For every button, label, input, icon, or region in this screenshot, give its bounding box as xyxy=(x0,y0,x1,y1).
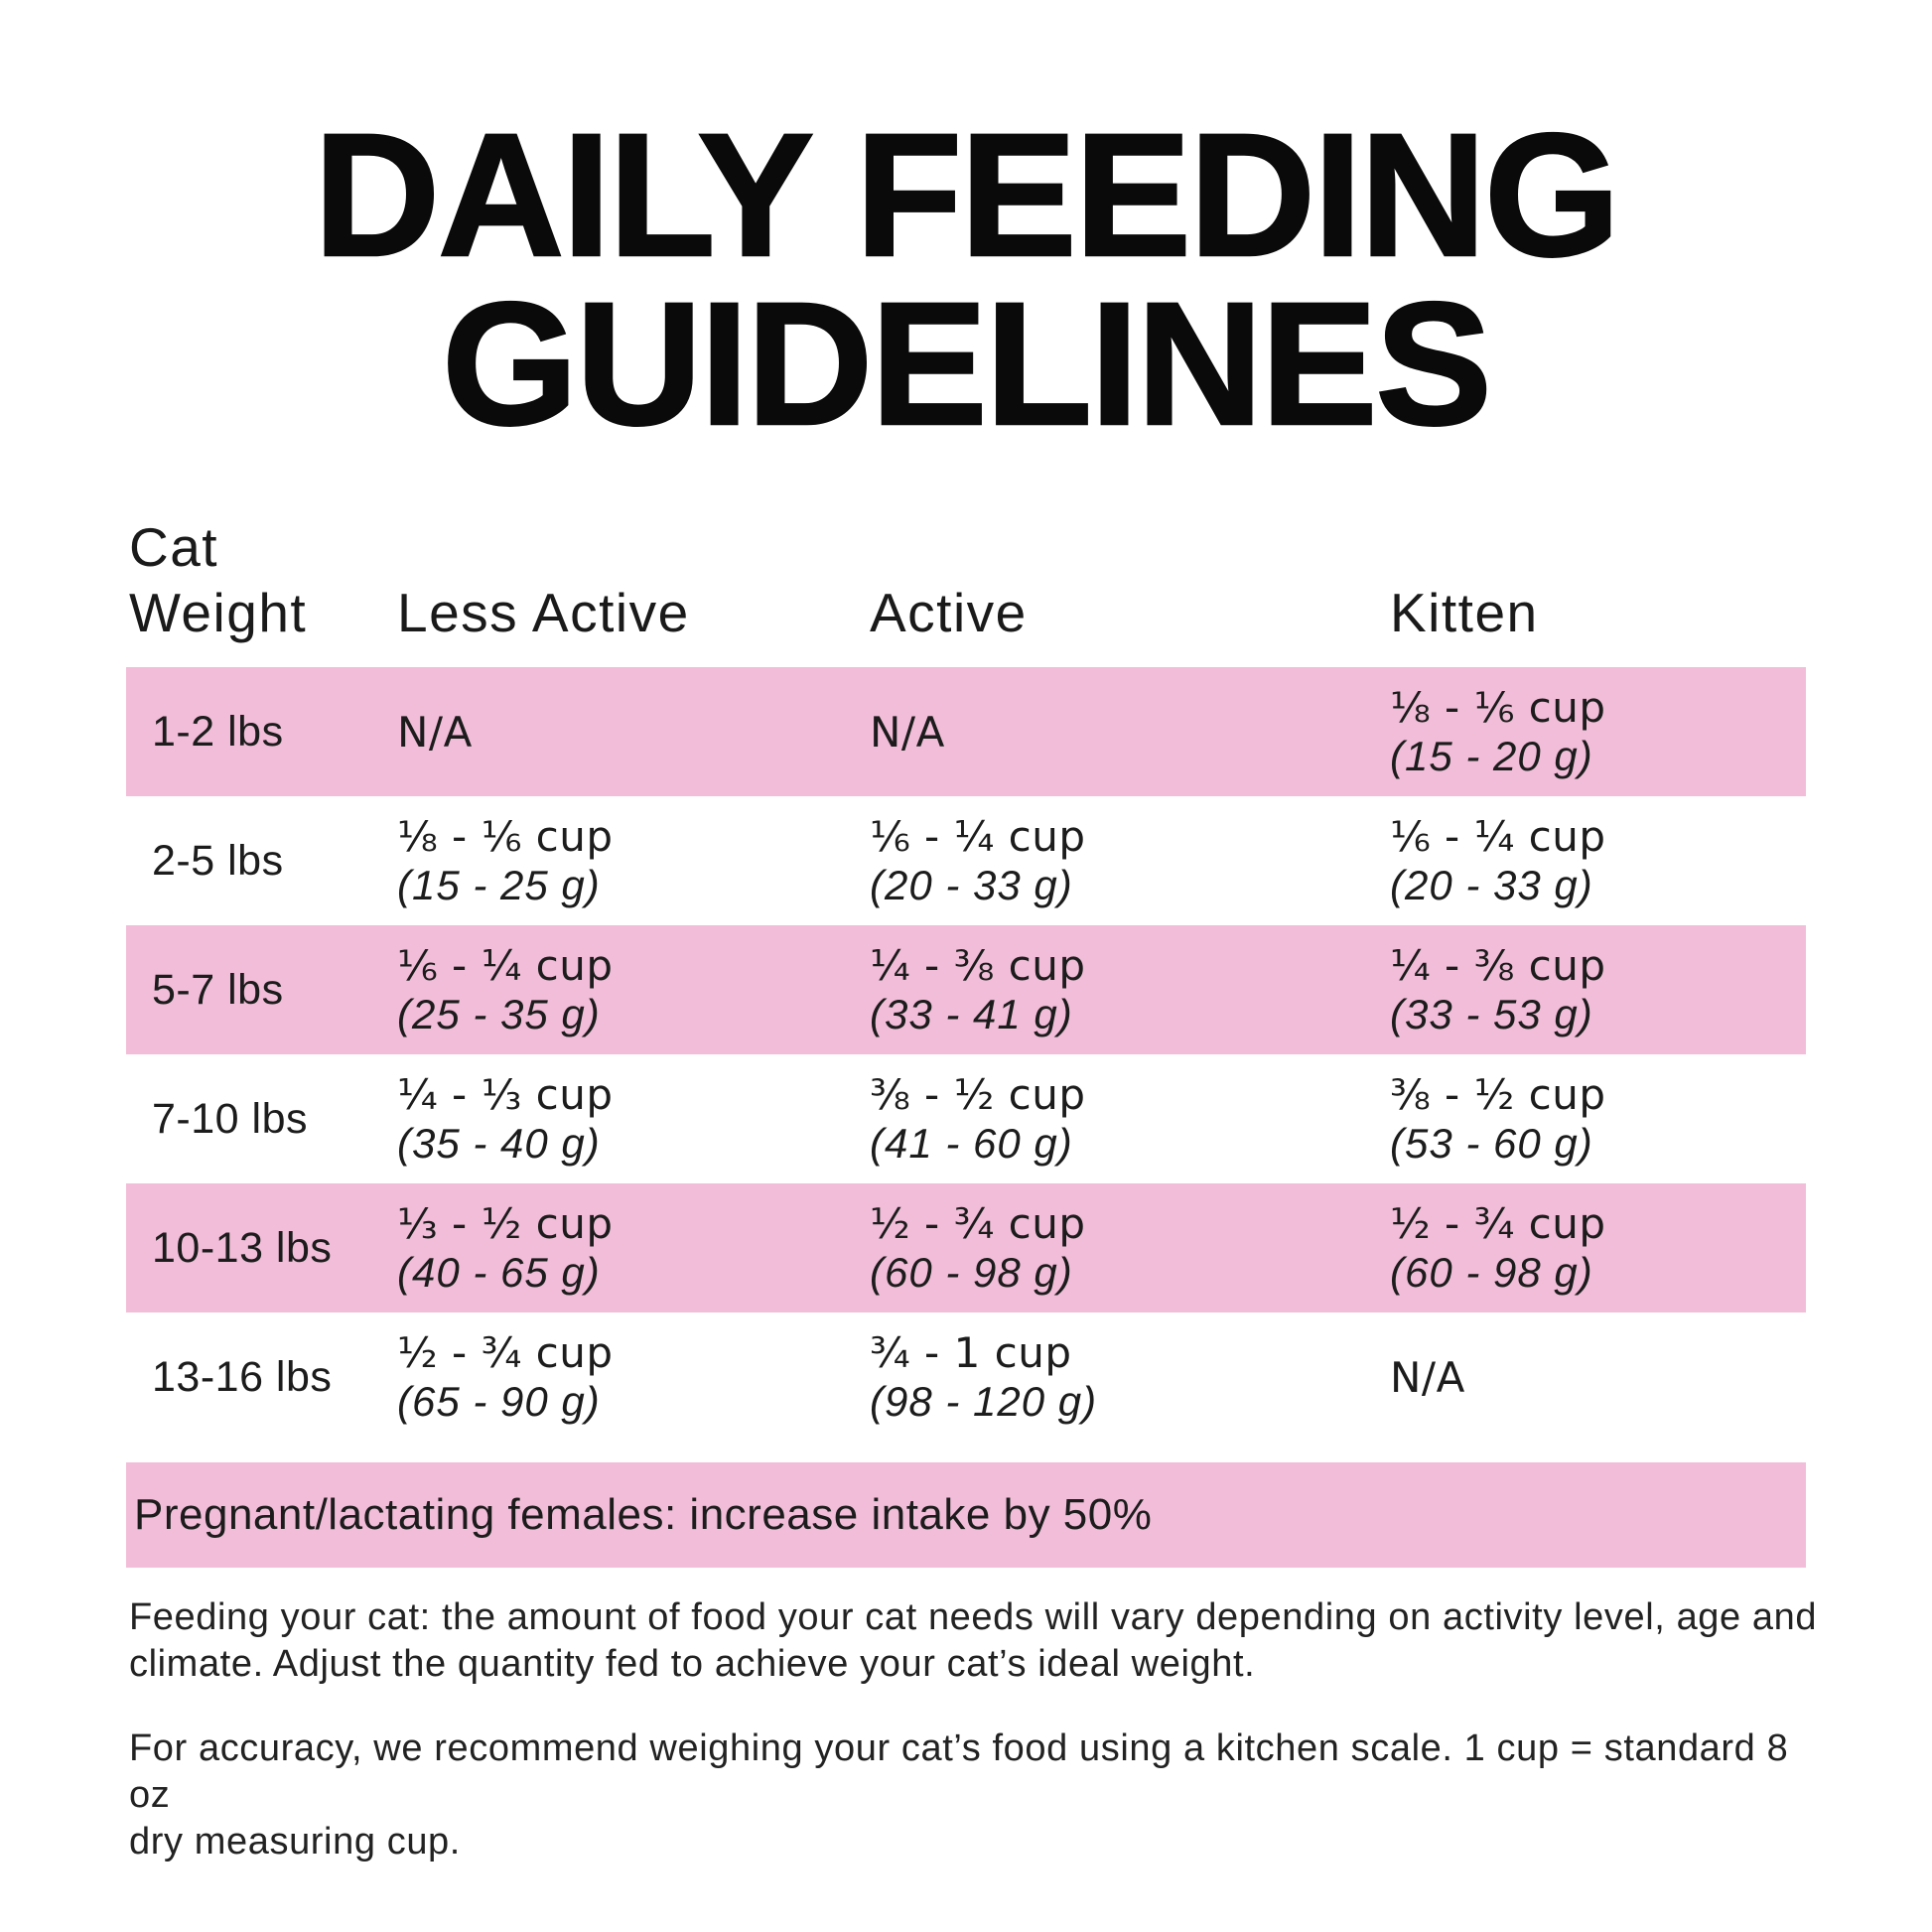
cell-grams: (35 - 40 g) xyxy=(397,1120,601,1167)
cell-grams: (20 - 33 g) xyxy=(1390,862,1593,908)
header-cat-weight: Cat Weight xyxy=(129,516,308,643)
note-feeding: Feeding your cat: the amount of food you… xyxy=(129,1596,1818,1685)
less-active-cell: ⅛ - ⅙ cup (15 - 25 g) xyxy=(397,812,870,909)
cell-cups: ⅜ - ½ cup xyxy=(870,1070,1086,1119)
cell-grams: (60 - 98 g) xyxy=(1390,1249,1593,1296)
cell-cups: ⅙ - ¼ cup xyxy=(1390,812,1606,861)
active-cell: ¾ - 1 cup (98 - 120 g) xyxy=(870,1328,1390,1426)
active-cell: N/A xyxy=(870,708,1390,757)
cell-cups: ⅙ - ¼ cup xyxy=(397,941,614,990)
active-cell: ¼ - ⅜ cup (33 - 41 g) xyxy=(870,941,1390,1038)
cell-cups: ½ - ¾ cup xyxy=(397,1328,614,1377)
cell-cups: ⅓ - ½ cup xyxy=(397,1199,614,1248)
cell-cups: ½ - ¾ cup xyxy=(870,1199,1086,1248)
less-active-cell: ½ - ¾ cup (65 - 90 g) xyxy=(397,1328,870,1426)
kitten-cell: ⅙ - ¼ cup (20 - 33 g) xyxy=(1390,812,1806,909)
table-row: 7-10 lbs ¼ - ⅓ cup (35 - 40 g) ⅜ - ½ cup… xyxy=(126,1054,1806,1183)
table-row: 13-16 lbs ½ - ¾ cup (65 - 90 g) ¾ - 1 cu… xyxy=(126,1312,1806,1442)
cell-cups: ½ - ¾ cup xyxy=(1390,1199,1606,1248)
pregnant-note-text: Pregnant/lactating females: increase int… xyxy=(134,1490,1153,1539)
header-active: Active xyxy=(870,582,1028,643)
cell-cups: ¾ - 1 cup xyxy=(870,1328,1072,1377)
kitten-cell: ¼ - ⅜ cup (33 - 53 g) xyxy=(1390,941,1806,1038)
cell-cups: N/A xyxy=(870,707,945,757)
less-active-cell: ⅓ - ½ cup (40 - 65 g) xyxy=(397,1199,870,1297)
cell-grams: (25 - 35 g) xyxy=(397,991,601,1037)
table-header-row: Cat Weight Less Active Active Kitten xyxy=(129,512,1809,651)
active-cell: ½ - ¾ cup (60 - 98 g) xyxy=(870,1199,1390,1297)
cell-grams: (60 - 98 g) xyxy=(870,1249,1073,1296)
page-title-line1: DAILY FEEDING xyxy=(313,98,1621,293)
header-less-active: Less Active xyxy=(397,582,690,643)
cell-cups: ¼ - ⅜ cup xyxy=(870,941,1086,990)
table-row: 5-7 lbs ⅙ - ¼ cup (25 - 35 g) ¼ - ⅜ cup … xyxy=(126,925,1806,1054)
active-cell: ⅙ - ¼ cup (20 - 33 g) xyxy=(870,812,1390,909)
table-row: 2-5 lbs ⅛ - ⅙ cup (15 - 25 g) ⅙ - ¼ cup … xyxy=(126,796,1806,925)
cell-grams: (40 - 65 g) xyxy=(397,1249,601,1296)
kitten-cell: N/A xyxy=(1390,1353,1806,1402)
cell-grams: (53 - 60 g) xyxy=(1390,1120,1593,1167)
less-active-cell: ¼ - ⅓ cup (35 - 40 g) xyxy=(397,1070,870,1168)
cell-grams: (15 - 25 g) xyxy=(397,862,601,908)
weight-cell: 1-2 lbs xyxy=(152,707,284,756)
cell-cups: ⅛ - ⅙ cup xyxy=(397,812,614,861)
kitten-cell: ⅜ - ½ cup (53 - 60 g) xyxy=(1390,1070,1806,1168)
kitten-cell: ⅛ - ⅙ cup (15 - 20 g) xyxy=(1390,683,1806,780)
cell-cups: ¼ - ⅓ cup xyxy=(397,1070,614,1119)
less-active-cell: N/A xyxy=(397,708,870,757)
cell-grams: (65 - 90 g) xyxy=(397,1378,601,1425)
weight-cell: 5-7 lbs xyxy=(152,965,284,1014)
cell-grams: (98 - 120 g) xyxy=(870,1378,1098,1425)
cell-cups: N/A xyxy=(397,707,473,757)
table-row: 1-2 lbs N/A N/A ⅛ - ⅙ cup (15 - 20 g) xyxy=(126,667,1806,796)
note-accuracy: For accuracy, we recommend weighing your… xyxy=(129,1727,1789,1863)
table-row: 10-13 lbs ⅓ - ½ cup (40 - 65 g) ½ - ¾ cu… xyxy=(126,1183,1806,1312)
active-cell: ⅜ - ½ cup (41 - 60 g) xyxy=(870,1070,1390,1168)
cell-grams: (41 - 60 g) xyxy=(870,1120,1073,1167)
cell-grams: (33 - 41 g) xyxy=(870,991,1073,1037)
cell-cups: ¼ - ⅜ cup xyxy=(1390,941,1606,990)
weight-cell: 7-10 lbs xyxy=(152,1094,308,1143)
cell-grams: (15 - 20 g) xyxy=(1390,733,1593,779)
cell-cups: N/A xyxy=(1390,1352,1465,1402)
weight-cell: 2-5 lbs xyxy=(152,836,284,885)
weight-cell: 13-16 lbs xyxy=(152,1352,333,1401)
cell-grams: (33 - 53 g) xyxy=(1390,991,1593,1037)
cell-grams: (20 - 33 g) xyxy=(870,862,1073,908)
cell-cups: ⅜ - ½ cup xyxy=(1390,1070,1606,1119)
header-kitten: Kitten xyxy=(1390,582,1539,643)
feeding-table-body: 1-2 lbs N/A N/A ⅛ - ⅙ cup (15 - 20 g) 2-… xyxy=(126,667,1806,1442)
pregnant-note-band: Pregnant/lactating females: increase int… xyxy=(126,1462,1806,1568)
cell-cups: ⅙ - ¼ cup xyxy=(870,812,1086,861)
weight-cell: 10-13 lbs xyxy=(152,1223,333,1272)
cell-cups: ⅛ - ⅙ cup xyxy=(1390,683,1606,732)
page-title: DAILY FEEDING GUIDELINES xyxy=(0,98,1932,462)
kitten-cell: ½ - ¾ cup (60 - 98 g) xyxy=(1390,1199,1806,1297)
less-active-cell: ⅙ - ¼ cup (25 - 35 g) xyxy=(397,941,870,1038)
page-title-line2: GUIDELINES xyxy=(441,267,1493,462)
